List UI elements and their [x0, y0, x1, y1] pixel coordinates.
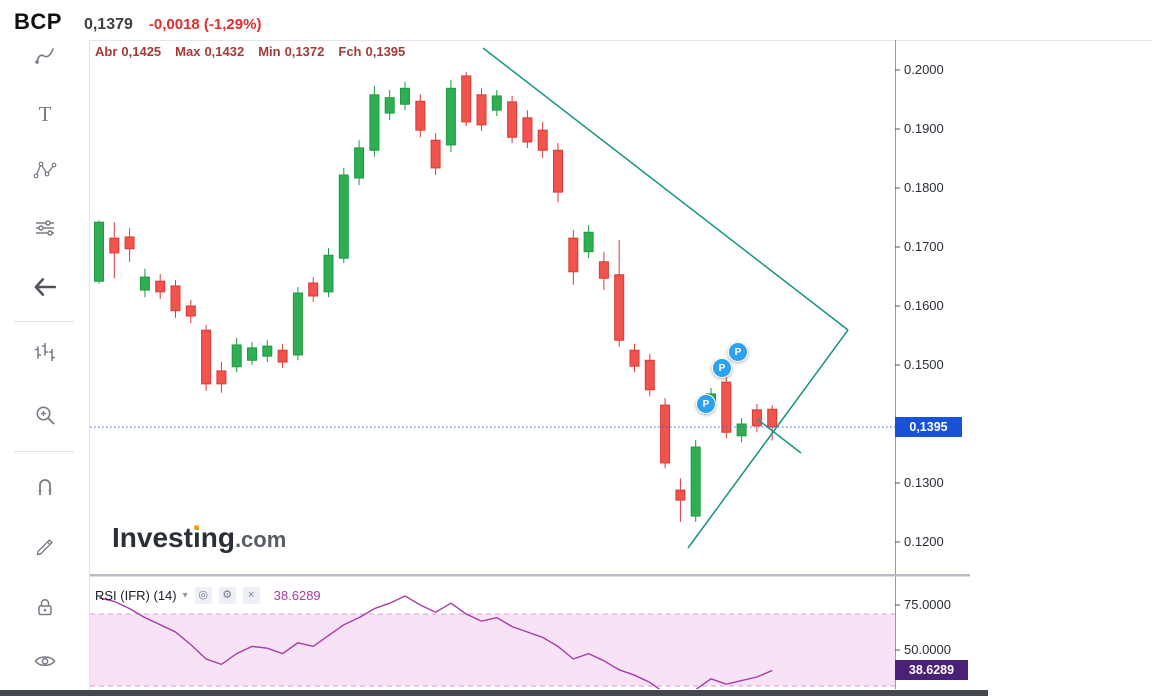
high-value: 0,1432 [204, 44, 245, 59]
current-price-badge: 0,1395 [895, 416, 962, 437]
xabcd-pattern-icon [33, 161, 56, 179]
lock-tool[interactable] [0, 589, 89, 625]
sliders-tool[interactable] [0, 210, 89, 246]
investing-watermark: Investing.com [112, 522, 286, 554]
axis-tick-label: 0.1900 [904, 121, 944, 136]
eye-icon [34, 656, 55, 667]
zoom-in-icon [36, 406, 54, 425]
watermark-text: Invest [112, 522, 193, 553]
back-button[interactable] [0, 269, 89, 305]
axis-tick-label: 0.1700 [904, 239, 944, 254]
bars-pattern-tool[interactable] [0, 334, 89, 370]
rsi-current-value: 38.6289 [273, 588, 321, 603]
toolbar-divider [14, 321, 74, 322]
axis-tick-label: 0.1200 [904, 534, 944, 549]
header-divider [0, 40, 1152, 41]
visibility-tool[interactable] [0, 643, 89, 679]
axis-tick-label: 0.1500 [904, 357, 944, 372]
axis-tick-label: 0.2000 [904, 62, 944, 77]
toolbar-divider [14, 451, 74, 452]
watermark-suffix: .com [234, 527, 287, 552]
magnet-icon [38, 479, 51, 495]
low-value: 0,1372 [284, 44, 325, 59]
bars-pattern-icon [34, 342, 55, 362]
close-value: 0,1395 [365, 44, 406, 59]
axis-tick-label: 50.0000 [904, 642, 951, 657]
high-label: Max [175, 44, 201, 59]
chevron-down-icon[interactable]: ▾ [182, 590, 188, 601]
watermark-text: ng [200, 522, 235, 553]
axis-tick-label: 0.1600 [904, 298, 944, 313]
instrument-price: 0,1379 [83, 16, 133, 33]
instrument-change: -0,0018 (-1,29%) [148, 16, 262, 33]
axis-tick-label: 0.1300 [904, 475, 944, 490]
chart-marker-p[interactable]: P [728, 342, 748, 362]
magnet-tool[interactable] [0, 469, 89, 505]
sliders-icon [35, 220, 54, 236]
chart-marker-p[interactable]: P [712, 358, 732, 378]
axis-tick-label: 75.0000 [904, 597, 951, 612]
text-tool-icon: T [38, 102, 51, 126]
watermark-logo-dot: i [192, 522, 201, 553]
low-label: Min [258, 44, 281, 59]
close-label: Fch [338, 44, 362, 59]
edit-tool[interactable] [0, 529, 89, 565]
svg-text:T: T [38, 102, 51, 126]
axis-tick-label: 0.1800 [904, 180, 944, 195]
back-arrow-icon [34, 278, 56, 296]
rsi-value-badge: 38.6289 [895, 660, 968, 681]
rsi-settings-button[interactable]: ⚙ [218, 587, 236, 604]
open-label: Abr [95, 44, 118, 59]
instrument-symbol: BCP [14, 9, 62, 34]
rsi-header: RSI (IFR) (14) ▾ ◎ ⚙ × 38.6289 [95, 587, 321, 604]
drawing-toolbar: T [0, 40, 90, 690]
ohlc-readout: Abr 0,1425 Max 0,1432 Min 0,1372 Fch 0,1395 [95, 44, 419, 59]
pattern-tool[interactable] [0, 152, 89, 188]
chart-marker-p[interactable]: P [696, 394, 716, 414]
horizontal-scrollbar[interactable] [0, 690, 988, 696]
instrument-header: BCP 0,1379 -0,0018 (-1,29%) [0, 0, 1152, 40]
freehand-draw-tool[interactable] [0, 40, 89, 76]
zoom-in-tool[interactable] [0, 397, 89, 433]
open-value: 0,1425 [121, 44, 162, 59]
rsi-close-button[interactable]: × [242, 587, 260, 604]
lock-icon [37, 598, 52, 616]
rsi-visibility-button[interactable]: ◎ [194, 587, 212, 604]
pencil-icon [36, 539, 53, 556]
rsi-title: RSI (IFR) (14) [95, 588, 177, 603]
freehand-draw-icon [34, 48, 54, 64]
text-tool[interactable]: T [0, 96, 89, 132]
